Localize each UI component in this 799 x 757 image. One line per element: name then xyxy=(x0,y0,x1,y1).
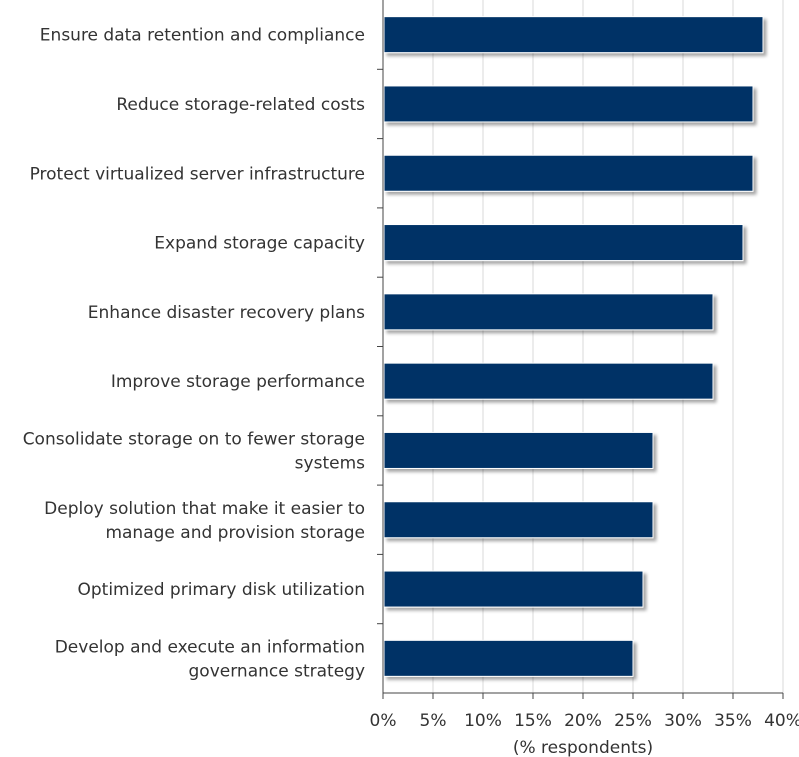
bar xyxy=(383,293,714,331)
bar xyxy=(383,570,644,608)
category-label: Optimized primary disk utilization xyxy=(78,580,366,600)
axes xyxy=(377,0,784,699)
category-label: Develop and execute an information govern… xyxy=(55,637,365,681)
bar xyxy=(383,501,654,539)
category-label: Enhance disaster recovery plans xyxy=(88,303,365,323)
x-tick-label: 30% xyxy=(664,711,702,731)
category-label-line: Reduce storage-related costs xyxy=(116,95,365,115)
bar xyxy=(383,224,744,262)
x-tick-label: 35% xyxy=(714,711,752,731)
category-label-line: governance strategy xyxy=(189,661,365,681)
bar xyxy=(383,362,714,400)
category-label: Consolidate storage on to fewer storage s… xyxy=(23,429,365,473)
bar xyxy=(383,16,764,54)
category-label-line: Enhance disaster recovery plans xyxy=(88,303,365,323)
x-tick-labels: 0% 5% 10% 15% 20% 25% 30% 35% 40% xyxy=(370,711,799,731)
x-tick-label: 15% xyxy=(514,711,552,731)
category-label-line: manage and provision storage xyxy=(105,523,365,543)
bar xyxy=(383,431,654,469)
category-label: Deploy solution that make it easier to ma… xyxy=(44,499,365,543)
x-tick-label: 10% xyxy=(464,711,502,731)
x-tick-label: 5% xyxy=(420,711,447,731)
x-axis-title: (% respondents) xyxy=(513,738,653,757)
x-tick-label: 25% xyxy=(614,711,652,731)
bar xyxy=(383,639,634,677)
category-label-line: Protect virtualized server infrastructur… xyxy=(30,164,365,184)
category-label-line: Deploy solution that make it easier to xyxy=(44,499,365,519)
category-label: Expand storage capacity xyxy=(154,234,365,254)
category-label-line: Expand storage capacity xyxy=(154,234,365,254)
category-label: Ensure data retention and compliance xyxy=(40,26,365,46)
x-tick-label: 0% xyxy=(370,711,397,731)
category-label-line: systems xyxy=(295,453,365,473)
bar xyxy=(383,154,754,192)
x-tick-label: 40% xyxy=(764,711,799,731)
category-label: Improve storage performance xyxy=(111,372,365,392)
category-label-line: Ensure data retention and compliance xyxy=(40,26,365,46)
category-label-line: Improve storage performance xyxy=(111,372,365,392)
category-label-line: Consolidate storage on to fewer storage xyxy=(23,429,365,449)
category-labels: Ensure data retention and compliance Redu… xyxy=(23,26,365,682)
category-label-line: Develop and execute an information xyxy=(55,637,365,657)
bar xyxy=(383,85,754,123)
category-label: Protect virtualized server infrastructur… xyxy=(30,164,365,184)
category-label-line: Optimized primary disk utilization xyxy=(78,580,366,600)
bars xyxy=(383,16,764,677)
x-tick-label: 20% xyxy=(564,711,602,731)
category-label: Reduce storage-related costs xyxy=(116,95,365,115)
